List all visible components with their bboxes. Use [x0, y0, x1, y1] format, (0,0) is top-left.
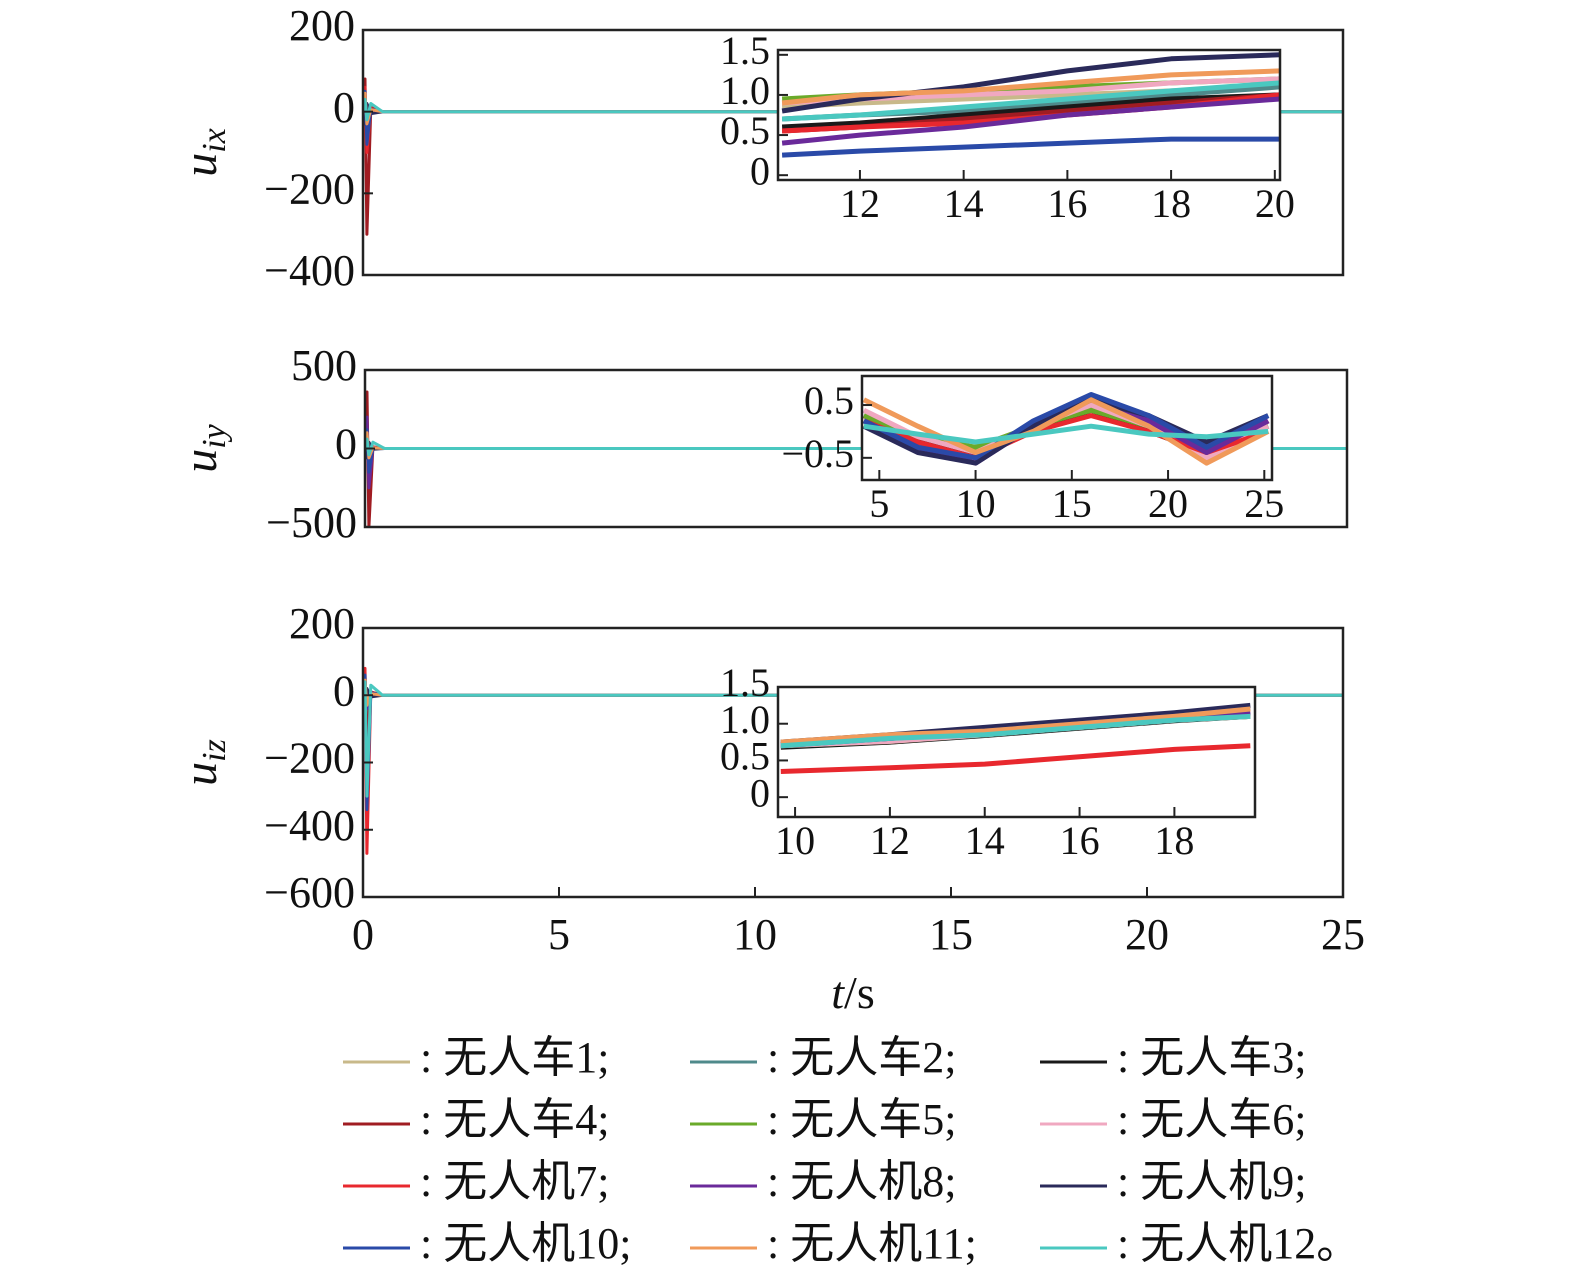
x-tick-label: 12 [840, 181, 880, 226]
series-line [781, 92, 1280, 130]
legend-label: : 无人机10; [420, 1219, 631, 1268]
y-axis-label: uix [174, 128, 233, 177]
x-axis-label: t/s [831, 967, 874, 1018]
x-label-part: /s [844, 967, 875, 1018]
y-tick-label: 0 [750, 770, 770, 815]
y-tick-label: −400 [264, 801, 355, 850]
x-tick-label: 10 [956, 481, 996, 526]
axes-frame [361, 28, 1345, 277]
series-line [780, 713, 1251, 749]
series-line [781, 136, 1280, 158]
legend-label: : 无人机11; [767, 1219, 977, 1268]
y-tick-label: −600 [264, 868, 355, 917]
legend-label: : 无人车4; [420, 1095, 609, 1144]
y-tick-label: 0 [335, 420, 357, 469]
series-line [781, 80, 1280, 122]
y-label-main: u [174, 153, 227, 177]
axes-frame [776, 48, 1282, 182]
legend-label: : 无人机8; [767, 1157, 956, 1206]
series-line [862, 392, 1270, 461]
y-tick-label: −400 [264, 246, 355, 295]
y-label-sub: iz [196, 739, 233, 762]
y-tick-label: −200 [264, 734, 355, 783]
x-tick-label: 12 [870, 818, 910, 863]
x-tick-label: 25 [1321, 910, 1365, 959]
series-line [781, 52, 1280, 114]
x-tick-label: 20 [1255, 181, 1295, 226]
x-tick-label: 16 [1047, 181, 1087, 226]
x-tick-label: 25 [1244, 481, 1284, 526]
series-line [363, 680, 1343, 798]
x-tick-label: 15 [1052, 481, 1092, 526]
legend-label: : 无人机7; [420, 1157, 609, 1206]
x-label-part: t [831, 967, 845, 1018]
axes-frame [776, 685, 1257, 819]
x-tick-label: 10 [775, 818, 815, 863]
x-tick-label: 5 [869, 481, 889, 526]
inset-background [778, 687, 1255, 817]
legend-label: : 无人车2; [767, 1033, 956, 1082]
x-tick-label: 16 [1060, 818, 1100, 863]
legend-label: : 无人车5; [767, 1095, 956, 1144]
y-tick-label: 0 [750, 148, 770, 193]
y-axis-label: uiz [174, 739, 233, 786]
series-line [781, 68, 1280, 106]
plot-lines [781, 52, 1280, 158]
legend-label: : 无人机9; [1117, 1157, 1306, 1206]
y-tick-label: 0 [333, 666, 355, 715]
legend-label: : 无人车3; [1117, 1033, 1306, 1082]
y-axis-label: uiy [174, 423, 233, 472]
x-tick-label: 10 [733, 910, 777, 959]
x-tick-label: 20 [1125, 910, 1169, 959]
series-line [781, 96, 1280, 146]
x-tick-label: 0 [352, 910, 374, 959]
y-tick-label: 200 [289, 1, 355, 50]
legend-label: : 无人车1; [420, 1033, 609, 1082]
plot-lines [862, 392, 1270, 466]
x-tick-label: 14 [965, 818, 1005, 863]
axes-frame [860, 374, 1274, 482]
y-tick-label: −500 [266, 498, 357, 547]
y-tick-label: 1.0 [720, 697, 770, 742]
plot-lines [363, 77, 1343, 236]
y-label-main: u [174, 449, 227, 473]
y-tick-label: 0 [333, 83, 355, 132]
x-tick-label: 14 [944, 181, 984, 226]
y-tick-label: −0.5 [781, 431, 854, 476]
y-tick-label: 1.5 [720, 28, 770, 73]
x-tick-label: 15 [929, 910, 973, 959]
y-label-sub: iy [196, 423, 233, 448]
y-tick-label: 0.5 [720, 734, 770, 779]
y-tick-label: 1.5 [720, 660, 770, 705]
y-label-main: u [174, 762, 227, 786]
legend-label: : 无人车6; [1117, 1095, 1306, 1144]
plot-lines [780, 702, 1251, 774]
x-tick-label: 18 [1154, 818, 1194, 863]
series-line [780, 743, 1251, 774]
y-tick-label: 500 [291, 341, 357, 390]
plot-lines [363, 666, 1343, 855]
x-tick-label: 5 [548, 910, 570, 959]
series-line [780, 706, 1251, 745]
legend-label: : 无人机12。 [1117, 1219, 1360, 1268]
y-tick-label: 0.5 [804, 378, 854, 423]
series-line [863, 423, 1269, 445]
y-tick-label: −200 [264, 164, 355, 213]
series-line [862, 397, 1270, 466]
y-tick-label: 1.0 [720, 68, 770, 113]
y-tick-label: 200 [289, 599, 355, 648]
y-label-sub: ix [196, 128, 233, 153]
x-tick-label: 20 [1148, 481, 1188, 526]
x-tick-label: 18 [1151, 181, 1191, 226]
y-tick-label: 0.5 [720, 108, 770, 153]
